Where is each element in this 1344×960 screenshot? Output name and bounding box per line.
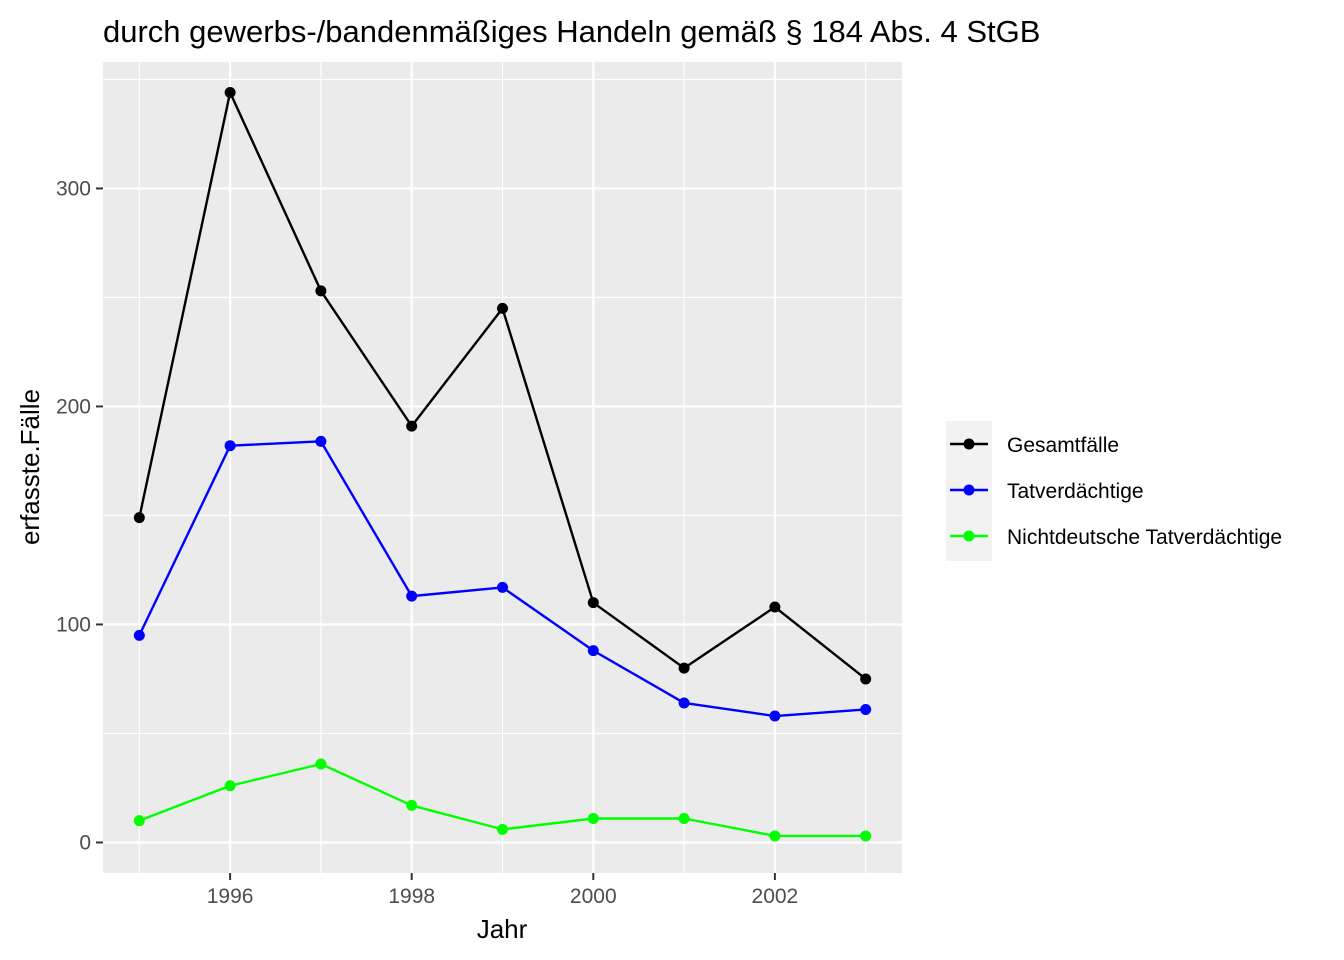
data-point bbox=[860, 830, 872, 842]
axis-ticks bbox=[96, 187, 776, 880]
data-point bbox=[224, 440, 236, 452]
data-point bbox=[587, 812, 599, 824]
y-tick-label: 300 bbox=[56, 177, 91, 200]
minor-gridlines bbox=[103, 62, 902, 873]
data-point bbox=[133, 815, 145, 827]
data-point bbox=[497, 823, 508, 835]
x-tick-label: 1996 bbox=[207, 885, 254, 908]
data-point bbox=[224, 780, 236, 792]
data-point bbox=[678, 662, 690, 674]
y-tick-label: 0 bbox=[79, 831, 91, 854]
legend-label: Nichtdeutsche Tatverdächtige bbox=[1007, 526, 1282, 549]
y-axis-title: erfasste.Fälle bbox=[15, 389, 45, 545]
data-point bbox=[860, 673, 872, 685]
data-point bbox=[497, 302, 508, 314]
data-point bbox=[133, 512, 145, 524]
data-point bbox=[860, 703, 872, 715]
x-tick-label: 2002 bbox=[752, 885, 799, 908]
data-point bbox=[315, 435, 327, 447]
legend: Gesamtfälle Tatverdächtige Nichtdeutsche T… bbox=[946, 421, 1282, 561]
data-point bbox=[315, 285, 327, 297]
data-point bbox=[406, 420, 418, 432]
data-point bbox=[497, 581, 508, 593]
series-points bbox=[133, 87, 872, 842]
data-point bbox=[678, 697, 690, 709]
data-point bbox=[769, 830, 781, 842]
legend-key-point bbox=[963, 530, 975, 542]
data-point bbox=[406, 590, 418, 602]
tick-labels: 1996 1998 2000 2002 0 100 200 300 bbox=[56, 177, 798, 908]
legend-key-point bbox=[963, 438, 975, 450]
data-point bbox=[587, 597, 599, 609]
legend-label: Gesamtfälle bbox=[1007, 434, 1119, 457]
data-point bbox=[769, 601, 781, 613]
data-point bbox=[224, 87, 236, 99]
data-point bbox=[406, 799, 418, 811]
x-axis-title: Jahr bbox=[477, 914, 528, 944]
data-point bbox=[587, 645, 599, 657]
y-tick-label: 100 bbox=[56, 613, 91, 636]
legend-key-point bbox=[963, 484, 975, 496]
data-point bbox=[678, 812, 690, 824]
data-point bbox=[769, 710, 781, 722]
data-point bbox=[315, 758, 327, 770]
chart-title: durch gewerbs-/bandenmäßiges Handeln gem… bbox=[103, 14, 1040, 49]
major-gridlines bbox=[103, 62, 902, 873]
x-tick-label: 1998 bbox=[388, 885, 435, 908]
x-tick-label: 2000 bbox=[570, 885, 617, 908]
legend-label: Tatverdächtige bbox=[1007, 480, 1144, 503]
y-tick-label: 200 bbox=[56, 395, 91, 418]
data-point bbox=[133, 629, 145, 641]
